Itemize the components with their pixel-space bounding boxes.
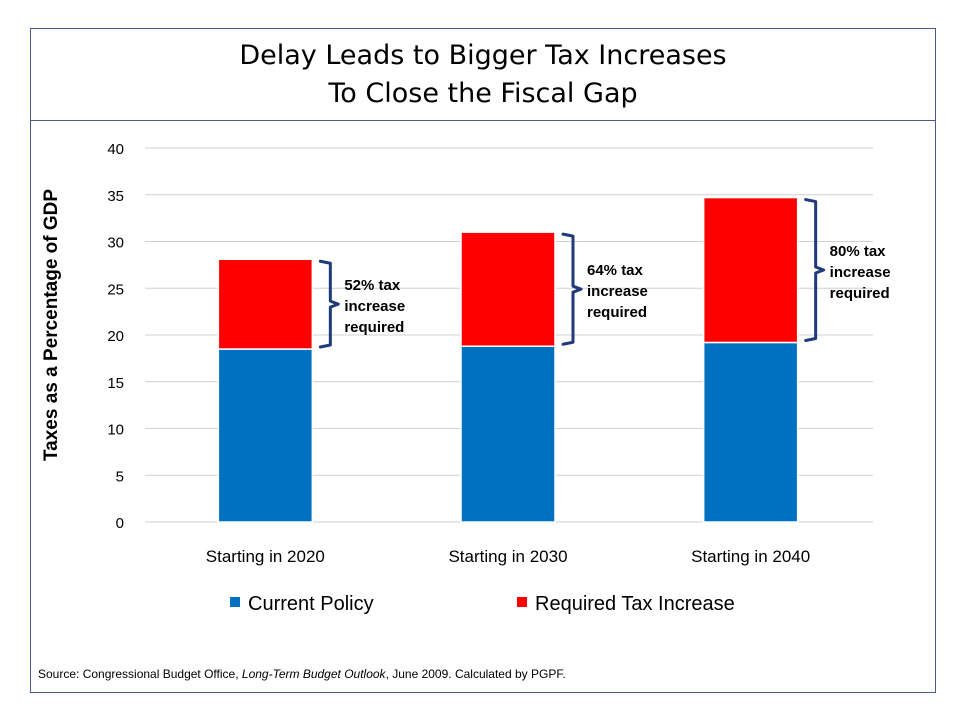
source-note: Source: Congressional Budget Office, Lon… [38, 667, 566, 681]
y-tick-label: 35 [107, 188, 124, 205]
x-tick-label: Starting in 2030 [448, 547, 567, 566]
annotation-line: 52% tax [344, 277, 401, 294]
annotation-line: required [830, 285, 890, 302]
annotation-line: increase [587, 283, 648, 300]
bar-current-policy [702, 341, 799, 523]
chart-title-line-2: To Close the Fiscal Gap [328, 78, 638, 109]
y-axis-label: Taxes as a Percentage of GDP [41, 189, 62, 461]
y-tick-label: 40 [107, 141, 124, 158]
annotation-text: 80% tax increase required [830, 243, 891, 302]
bar-required-tax-increase [460, 231, 556, 347]
y-tick-label: 0 [116, 515, 124, 532]
chart-title-line-1: Delay Leads to Bigger Tax Increases [239, 40, 727, 71]
annotation-text: 52% tax increase required [344, 277, 405, 336]
annotation-bracket [318, 259, 340, 349]
y-tick-label: 5 [116, 468, 124, 485]
annotation-bracket [804, 198, 826, 342]
annotation-bracket [561, 232, 583, 346]
bar-required-tax-increase [702, 196, 799, 344]
x-tick-label: Starting in 2040 [691, 547, 810, 566]
annotation-line: increase [830, 264, 891, 281]
y-tick-label: 30 [107, 235, 124, 252]
bar-current-policy [217, 348, 314, 523]
annotation-text: 64% tax increase required [587, 262, 648, 321]
annotation-line: 64% tax [587, 262, 644, 279]
title-box: Delay Leads to Bigger Tax Increases To C… [30, 28, 936, 121]
y-tick-label: 15 [107, 375, 124, 392]
source-publication: Long-Term Budget Outlook [241, 667, 386, 681]
bar-required-tax-increase [217, 258, 314, 350]
x-tick-label: Starting in 2020 [206, 547, 325, 566]
y-tick-label: 20 [107, 328, 124, 345]
source-prefix: Source: Congressional Budget Office, [38, 667, 242, 681]
annotation-line: required [587, 304, 647, 321]
bar-current-policy [460, 345, 556, 523]
legend-swatch-current-policy [230, 597, 240, 607]
annotation-line: increase [344, 298, 405, 315]
annotation-line: required [344, 319, 404, 336]
y-tick-label: 10 [107, 422, 124, 439]
annotation-line: 80% tax [830, 243, 887, 260]
legend-label: Current Policy [248, 593, 374, 615]
legend-swatch-required-tax-increase [517, 597, 527, 607]
y-tick-label: 25 [107, 281, 124, 298]
legend-label: Required Tax Increase [535, 593, 735, 615]
source-suffix: , June 2009. Calculated by PGPF. [385, 667, 566, 681]
